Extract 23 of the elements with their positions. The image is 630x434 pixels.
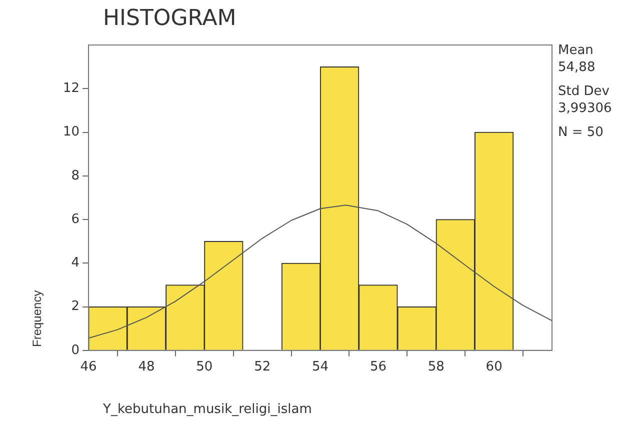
x-tick-label: 60: [486, 360, 502, 375]
x-axis-title: Y_kebutuhan_musik_religi_islam: [103, 402, 312, 417]
x-tick-label: 52: [254, 360, 271, 375]
y-tick-label: 12: [62, 81, 80, 96]
text: 54,88: [558, 59, 596, 76]
x-tick-label: 46: [80, 360, 97, 375]
y-tick-label: 2: [71, 299, 80, 314]
chart-title: HISTOGRAM: [103, 6, 236, 31]
x-tick-label: 56: [370, 360, 386, 375]
y-tick-label: 10: [62, 124, 80, 140]
y-tick-label: 8: [71, 168, 80, 184]
x-tick-label: 50: [196, 360, 213, 375]
x-tick-label: 54: [312, 360, 329, 375]
y-tick-label: 6: [71, 212, 80, 227]
y-axis-title: Frequency: [30, 290, 44, 346]
text: 3,99306: [558, 100, 612, 117]
x-tick-label: 58: [428, 360, 444, 375]
x-tick-label: 48: [138, 360, 155, 375]
text: N = 50: [558, 124, 604, 141]
text: Mean: [558, 42, 594, 59]
y-tick-label: 4: [71, 256, 80, 271]
text: Std Dev: [558, 83, 610, 100]
y-tick-label: 0: [71, 342, 80, 358]
